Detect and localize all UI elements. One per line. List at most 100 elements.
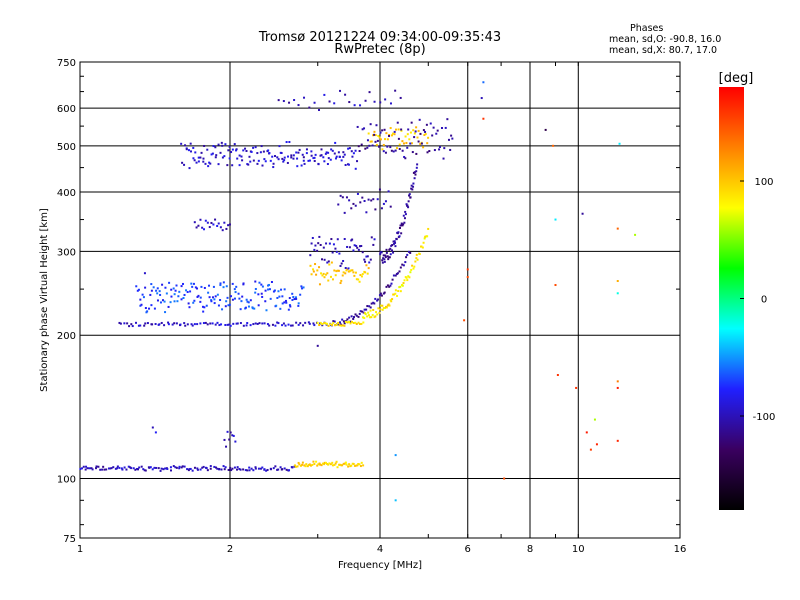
data-point	[148, 466, 151, 469]
data-point	[241, 295, 244, 298]
data-point	[407, 250, 410, 253]
data-point	[383, 291, 386, 294]
data-point	[383, 260, 386, 263]
data-point	[128, 325, 131, 328]
data-point	[367, 198, 370, 201]
data-point	[341, 274, 344, 277]
data-point	[416, 163, 419, 166]
data-point	[345, 463, 348, 466]
data-point	[349, 320, 352, 323]
data-point	[253, 307, 256, 310]
data-point	[184, 324, 187, 327]
data-point	[167, 305, 170, 308]
data-point	[331, 278, 334, 281]
data-point	[260, 145, 263, 148]
data-point	[231, 298, 234, 301]
data-point	[271, 323, 274, 326]
data-point	[378, 145, 381, 148]
data-point	[325, 242, 328, 245]
data-point	[378, 294, 381, 297]
data-point	[199, 468, 202, 471]
data-point	[99, 468, 102, 471]
data-point	[369, 140, 372, 143]
data-point	[233, 466, 236, 469]
data-point	[192, 301, 195, 304]
data-point	[223, 468, 226, 471]
plot-area: 1 2 4 6 8 10 16 75 100 200 300 400 500 600 750	[57, 58, 686, 555]
data-point	[252, 159, 255, 162]
data-point	[346, 268, 349, 271]
data-point	[285, 141, 288, 144]
data-point	[371, 144, 374, 147]
data-point	[230, 295, 233, 298]
data-point	[195, 226, 198, 229]
data-point	[398, 147, 401, 150]
data-point	[88, 467, 91, 470]
data-point	[175, 466, 178, 469]
data-point	[294, 464, 297, 467]
data-point	[226, 164, 229, 167]
data-point	[278, 145, 281, 148]
data-point	[268, 152, 271, 155]
data-point	[213, 465, 216, 468]
data-point	[223, 438, 226, 441]
data-point	[320, 272, 323, 275]
data-point	[398, 270, 401, 273]
data-point	[221, 156, 224, 159]
data-point	[345, 269, 348, 272]
data-point	[396, 294, 399, 297]
data-point	[277, 290, 280, 293]
data-point	[395, 128, 398, 131]
data-point	[235, 148, 238, 151]
data-point	[368, 305, 371, 308]
data-point	[412, 267, 415, 270]
data-point	[192, 157, 195, 160]
data-point	[97, 465, 100, 468]
data-point	[158, 290, 161, 293]
data-point	[352, 321, 355, 324]
data-point	[169, 469, 172, 472]
data-point	[234, 440, 237, 443]
data-point	[368, 261, 371, 264]
data-point	[329, 323, 332, 326]
data-point	[380, 207, 383, 210]
data-point	[327, 463, 330, 466]
data-point	[335, 323, 338, 326]
data-point	[450, 134, 453, 137]
data-point	[313, 248, 316, 251]
data-point	[346, 245, 349, 248]
data-point	[318, 235, 321, 238]
data-point	[397, 128, 400, 131]
data-point	[345, 196, 348, 199]
data-point	[252, 146, 255, 149]
data-point	[143, 324, 146, 327]
data-point	[334, 141, 337, 144]
data-point	[228, 438, 231, 441]
data-point	[296, 465, 299, 468]
data-point	[225, 227, 228, 230]
data-point	[283, 159, 286, 162]
data-point	[357, 278, 360, 281]
data-point	[222, 286, 225, 289]
data-point	[269, 159, 272, 162]
data-point	[295, 321, 298, 324]
data-point	[386, 284, 389, 287]
data-point	[328, 263, 331, 266]
data-point	[358, 312, 361, 315]
data-point	[356, 192, 359, 195]
data-point	[332, 322, 335, 325]
data-point	[288, 297, 291, 300]
data-point	[229, 324, 232, 327]
data-point	[275, 304, 278, 307]
data-point	[214, 295, 217, 298]
data-point	[390, 149, 393, 152]
data-point	[347, 147, 350, 150]
data-point	[359, 465, 362, 468]
data-point	[342, 320, 345, 323]
data-point	[281, 157, 284, 160]
data-point	[229, 431, 232, 434]
data-point	[339, 282, 342, 285]
data-point	[339, 321, 342, 324]
data-point	[325, 151, 328, 154]
data-point	[329, 158, 332, 161]
